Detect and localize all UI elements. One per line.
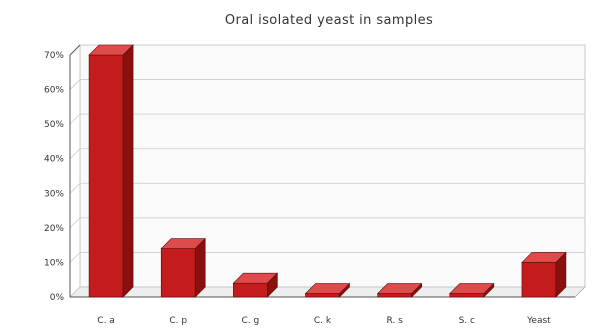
bar: [304, 282, 351, 298]
x-tick-label: C. a: [97, 316, 115, 326]
x-tick-label: R. s: [386, 316, 403, 326]
gridline: [69, 217, 585, 229]
back-wall-panel: [79, 44, 586, 288]
bar-side: [411, 282, 422, 298]
x-tick-labels: C. a C. p C. g C. k R. s S. c Yeast: [97, 316, 551, 326]
bar: [88, 44, 134, 298]
bar: [449, 282, 495, 298]
bar-front: [233, 282, 268, 298]
bar: [232, 272, 279, 298]
bar-front: [88, 54, 124, 298]
x-tick-label: Yeast: [526, 316, 551, 326]
gridline: [69, 113, 585, 125]
y-tick-label: 0%: [50, 293, 65, 303]
bar: [160, 237, 206, 298]
bar-side: [194, 237, 206, 298]
y-tick-label: 30%: [44, 189, 64, 199]
bars: [88, 44, 567, 298]
x-tick-label: C. p: [169, 316, 187, 326]
y-tick-label: 10%: [44, 258, 64, 268]
bar-front: [449, 293, 485, 298]
bar-side: [483, 282, 495, 298]
x-tick-label: S. c: [459, 316, 475, 326]
y-axis-depth: [69, 44, 81, 56]
y-tick-labels: 0% 10% 20% 30% 40% 50% 60% 70%: [44, 51, 64, 303]
gridline: [69, 182, 585, 194]
bar: [376, 282, 423, 298]
gridline: [69, 252, 585, 263]
bar-front: [160, 248, 196, 298]
bar-side: [122, 44, 134, 298]
bar-front: [377, 293, 412, 298]
bar-side: [339, 282, 350, 298]
bar-front: [305, 293, 340, 298]
chart-title: Oral isolated yeast in samples: [225, 13, 433, 28]
plot-back-wall: [69, 44, 586, 298]
x-tick-label: C. k: [314, 316, 332, 326]
bar-side: [267, 272, 278, 298]
y-tick-label: 50%: [44, 120, 64, 130]
y-tick-label: 70%: [44, 51, 64, 61]
gridline: [69, 79, 585, 90]
bar: [521, 251, 567, 298]
y-tick-label: 20%: [44, 224, 64, 234]
y-tick-label: 60%: [44, 86, 64, 96]
bar-side: [555, 251, 567, 298]
y-tick-label: 40%: [44, 155, 64, 165]
bar-front: [521, 262, 557, 298]
gridline: [69, 148, 585, 159]
x-tick-label: C. g: [241, 316, 259, 326]
